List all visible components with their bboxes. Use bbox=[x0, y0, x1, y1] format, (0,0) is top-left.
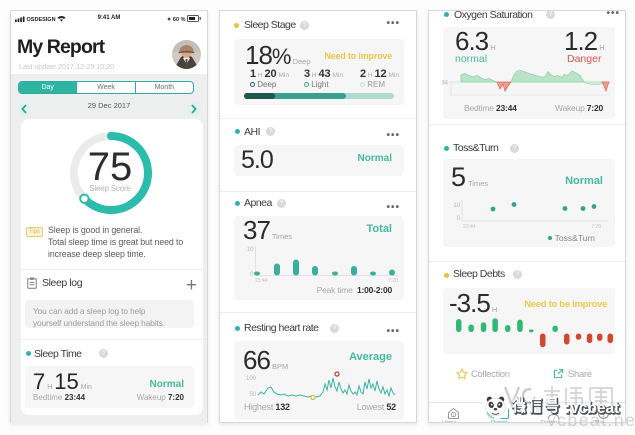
svg-text:100: 100 bbox=[246, 376, 257, 382]
svg-text:vcbeat.net: vcbeat.net bbox=[547, 410, 635, 428]
svg-text::vcbeat: :vcbeat bbox=[565, 400, 619, 417]
svg-text:23:44: 23:44 bbox=[463, 224, 476, 230]
svg-text:7:20: 7:20 bbox=[388, 278, 398, 284]
svg-text:10: 10 bbox=[453, 203, 460, 209]
svg-text:0: 0 bbox=[457, 216, 461, 222]
svg-text:10: 10 bbox=[247, 247, 254, 253]
svg-text::vcbeat: :vcbeat bbox=[566, 401, 620, 418]
svg-text:0: 0 bbox=[250, 272, 254, 278]
svg-text:7:20: 7:20 bbox=[591, 224, 601, 230]
svg-text:50: 50 bbox=[249, 392, 256, 398]
svg-text:1: 1 bbox=[452, 412, 455, 417]
svg-text:23:44: 23:44 bbox=[255, 278, 268, 284]
svg-text:94: 94 bbox=[441, 81, 448, 87]
